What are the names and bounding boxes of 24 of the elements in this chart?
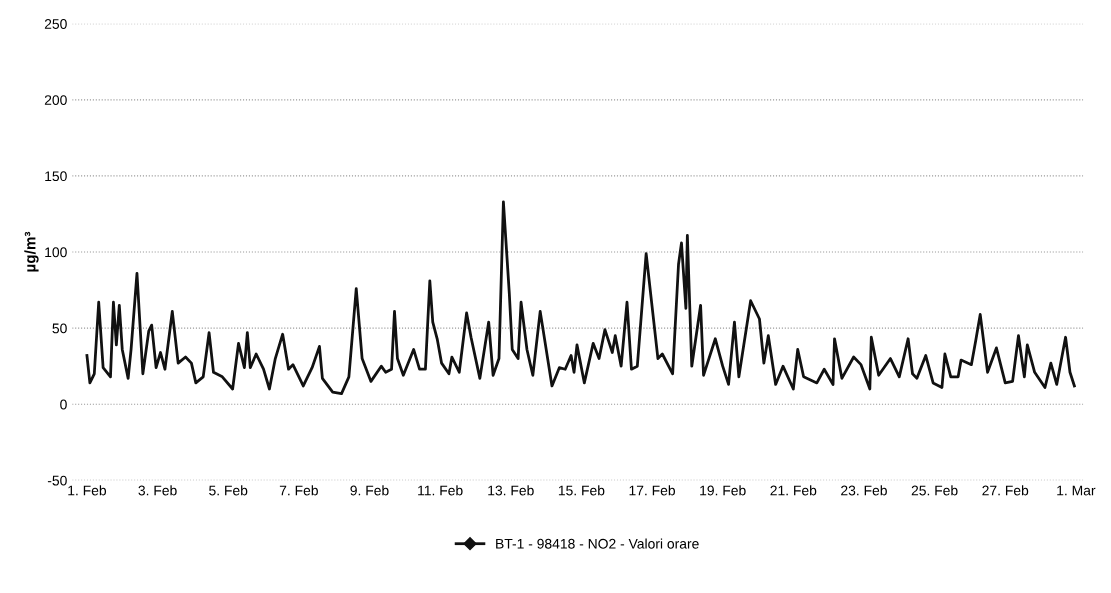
- x-tick-label: 3. Feb: [138, 485, 177, 496]
- y-tick-label: -50: [47, 475, 67, 486]
- y-tick-label: 50: [52, 323, 67, 334]
- y-tick-label: 150: [45, 171, 67, 182]
- y-tick-label: 0: [60, 399, 67, 410]
- x-tick-label: 13. Feb: [488, 485, 534, 496]
- y-tick-label: 200: [44, 95, 67, 105]
- x-tick-label: 7. Feb: [279, 485, 318, 496]
- x-tick-label: 5. Feb: [209, 485, 248, 496]
- y-tick-label: 100: [45, 247, 67, 258]
- x-tick-label: 19. Feb: [700, 485, 746, 496]
- y-axis-title: µg/m³: [24, 231, 39, 272]
- x-tick-label: 11. Feb: [418, 485, 463, 496]
- x-tick-label: 27. Feb: [982, 485, 1029, 496]
- x-tick-label: 25. Feb: [911, 485, 958, 496]
- x-tick-label: 9. Feb: [350, 485, 389, 496]
- legend-label: BT-1 - 98418 - NO2 - Valori orare: [496, 538, 699, 549]
- x-tick-label: 1. Mar: [1057, 485, 1096, 496]
- x-tick-label: 15. Feb: [558, 485, 605, 496]
- x-tick-label: 21. Feb: [770, 485, 817, 496]
- x-tick-label: 1. Feb: [68, 485, 107, 496]
- x-tick-label: 17. Feb: [629, 485, 676, 496]
- x-tick-label: 23. Feb: [841, 485, 887, 496]
- y-tick-label: 250: [44, 19, 67, 29]
